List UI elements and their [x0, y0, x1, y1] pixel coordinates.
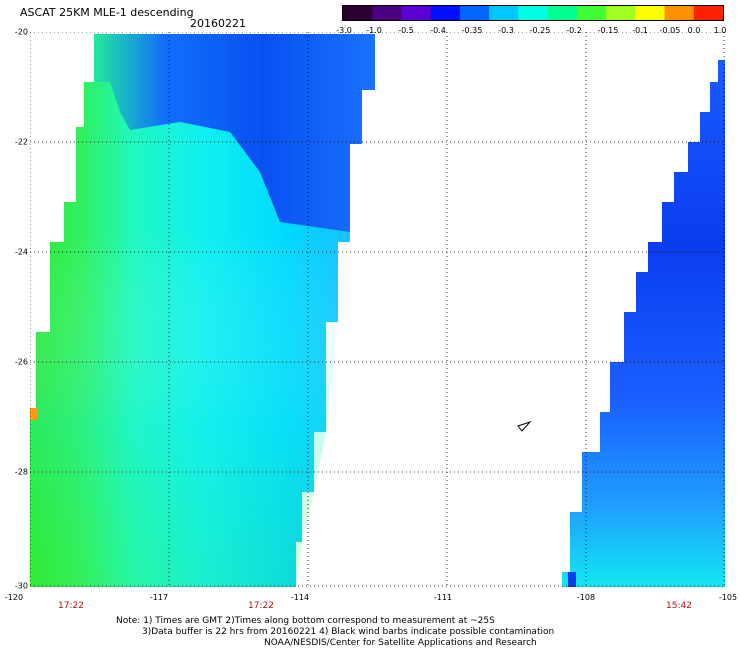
colorbar-segment — [459, 6, 490, 20]
graticule — [30, 32, 725, 587]
lon-tick: -108 — [576, 593, 596, 602]
lon-tick: -105 — [718, 593, 738, 602]
colorbar-segment — [606, 6, 636, 20]
colorbar-label: -0.1 — [632, 26, 648, 35]
colorbar-segment — [372, 6, 402, 20]
lat-tick: -28 — [14, 467, 28, 477]
colorbar-label: -0.05 — [659, 26, 681, 35]
colorbar-label: -0.15 — [597, 26, 619, 35]
colorbar-label: -0.2 — [566, 26, 582, 35]
notes: Note: 1) Times are GMT 2)Times along bot… — [116, 616, 554, 649]
lon-tick: -111 — [433, 593, 453, 602]
high-value-cell — [30, 408, 37, 420]
colorbar-label: -3.0 — [336, 26, 352, 35]
edge-cell — [568, 572, 576, 587]
colorbar-segment — [635, 6, 666, 20]
left-swath — [30, 34, 375, 587]
pass-time: 17:22 — [58, 601, 84, 611]
lon-tick: -114 — [290, 593, 310, 602]
colorbar-segment — [343, 6, 373, 20]
colorbar-label: -0.3 — [498, 26, 514, 35]
colorbar-segment — [518, 6, 549, 20]
colorbar-label: 0.0 — [687, 26, 701, 35]
lat-tick: -24 — [14, 247, 28, 257]
colorbar-labels: -3.0 -1.0 -0.5 -0.4 -0.35 -0.3 -0.25 -0.… — [330, 26, 732, 38]
colorbar-segment — [489, 6, 519, 20]
pass-time: 15:42 — [666, 601, 692, 611]
lat-tick: -22 — [14, 137, 28, 147]
lon-tick: -120 — [4, 593, 24, 602]
colorbar-segment — [430, 6, 461, 20]
colorbar-label: 1.0 — [713, 26, 727, 35]
product-title: ASCAT 25KM MLE-1 descending — [20, 6, 194, 19]
colorbar-label: -0.25 — [529, 26, 551, 35]
note-line-1: Note: 1) Times are GMT 2)Times along bot… — [116, 616, 495, 626]
colorbar-label: -0.4 — [430, 26, 446, 35]
product-date: 20160221 — [190, 17, 246, 30]
right-swath — [562, 60, 725, 587]
note-line-2: 3)Data buffer is 22 hrs from 20160221 4)… — [142, 627, 555, 637]
colorbar-segment — [547, 6, 578, 20]
note-line-3: NOAA/NESDIS/Center for Satellite Applica… — [264, 638, 537, 648]
colorbar-segment — [576, 6, 607, 20]
colorbar-segment — [401, 6, 432, 20]
colorbar-label: -0.35 — [461, 26, 483, 35]
pass-time: 17:22 — [248, 601, 274, 611]
colorbar-label: -1.0 — [366, 26, 382, 35]
lon-tick: -117 — [149, 593, 169, 602]
colorbar-segment — [664, 6, 695, 20]
colorbar-label: -0.5 — [398, 26, 414, 35]
colorbar — [342, 5, 724, 21]
island-outline — [517, 420, 532, 432]
lat-tick: -26 — [14, 357, 28, 367]
lat-tick: -30 — [14, 581, 28, 591]
lat-tick: -20 — [14, 27, 28, 37]
map-plot — [30, 32, 725, 587]
colorbar-segment — [693, 6, 723, 20]
